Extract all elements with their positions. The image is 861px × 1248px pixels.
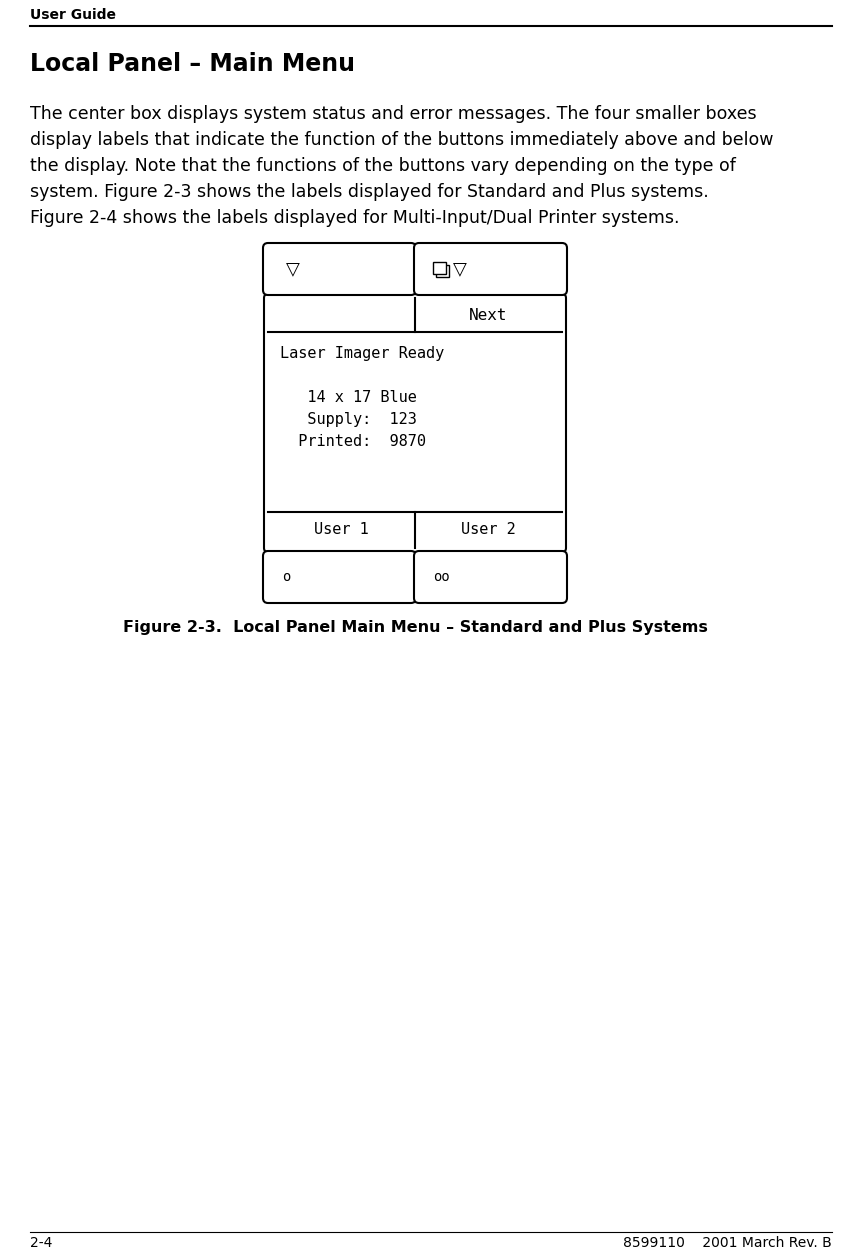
Text: Supply:  123: Supply: 123 bbox=[280, 412, 417, 427]
Text: 14 x 17 Blue: 14 x 17 Blue bbox=[280, 389, 417, 406]
Text: Figure 2-4 shows the labels displayed for Multi-Input/Dual Printer systems.: Figure 2-4 shows the labels displayed fo… bbox=[30, 208, 678, 227]
Text: User Guide: User Guide bbox=[30, 7, 116, 22]
Text: 8599110    2001 March Rev. B: 8599110 2001 March Rev. B bbox=[623, 1236, 831, 1248]
Text: Laser Imager Ready: Laser Imager Ready bbox=[280, 346, 443, 361]
Text: The center box displays system status and error messages. The four smaller boxes: The center box displays system status an… bbox=[30, 105, 756, 124]
Text: Next: Next bbox=[468, 307, 507, 322]
FancyBboxPatch shape bbox=[263, 295, 566, 552]
Text: ▽: ▽ bbox=[453, 260, 467, 278]
Text: system. Figure 2-3 shows the labels displayed for Standard and Plus systems.: system. Figure 2-3 shows the labels disp… bbox=[30, 183, 708, 201]
Text: the display. Note that the functions of the buttons vary depending on the type o: the display. Note that the functions of … bbox=[30, 157, 735, 175]
Text: User 1: User 1 bbox=[313, 523, 369, 538]
FancyBboxPatch shape bbox=[432, 262, 445, 275]
Text: Local Panel – Main Menu: Local Panel – Main Menu bbox=[30, 52, 355, 76]
Text: Figure 2-3.  Local Panel Main Menu – Standard and Plus Systems: Figure 2-3. Local Panel Main Menu – Stan… bbox=[122, 620, 707, 635]
FancyBboxPatch shape bbox=[413, 552, 567, 603]
FancyBboxPatch shape bbox=[263, 552, 416, 603]
Text: o: o bbox=[282, 570, 290, 584]
Text: display labels that indicate the function of the buttons immediately above and b: display labels that indicate the functio… bbox=[30, 131, 772, 149]
Text: User 2: User 2 bbox=[461, 523, 515, 538]
FancyBboxPatch shape bbox=[413, 243, 567, 295]
FancyBboxPatch shape bbox=[436, 265, 449, 277]
Text: ▽: ▽ bbox=[286, 260, 300, 278]
Text: oo: oo bbox=[432, 570, 449, 584]
Text: Printed:  9870: Printed: 9870 bbox=[280, 434, 425, 449]
FancyBboxPatch shape bbox=[263, 243, 416, 295]
Text: 2-4: 2-4 bbox=[30, 1236, 53, 1248]
